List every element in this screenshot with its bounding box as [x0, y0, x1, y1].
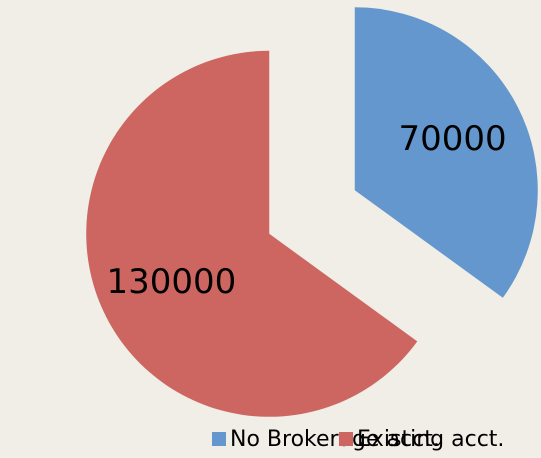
legend-label: Existing acct. — [357, 427, 504, 452]
data-label: 130000 — [107, 262, 237, 302]
legend-swatch — [212, 432, 226, 446]
legend-swatch — [339, 432, 353, 446]
data-label: 70000 — [399, 119, 507, 159]
pie-slice — [86, 50, 418, 417]
pie-slice — [354, 7, 538, 298]
legend-label: No Brokerage acct. — [230, 427, 440, 452]
